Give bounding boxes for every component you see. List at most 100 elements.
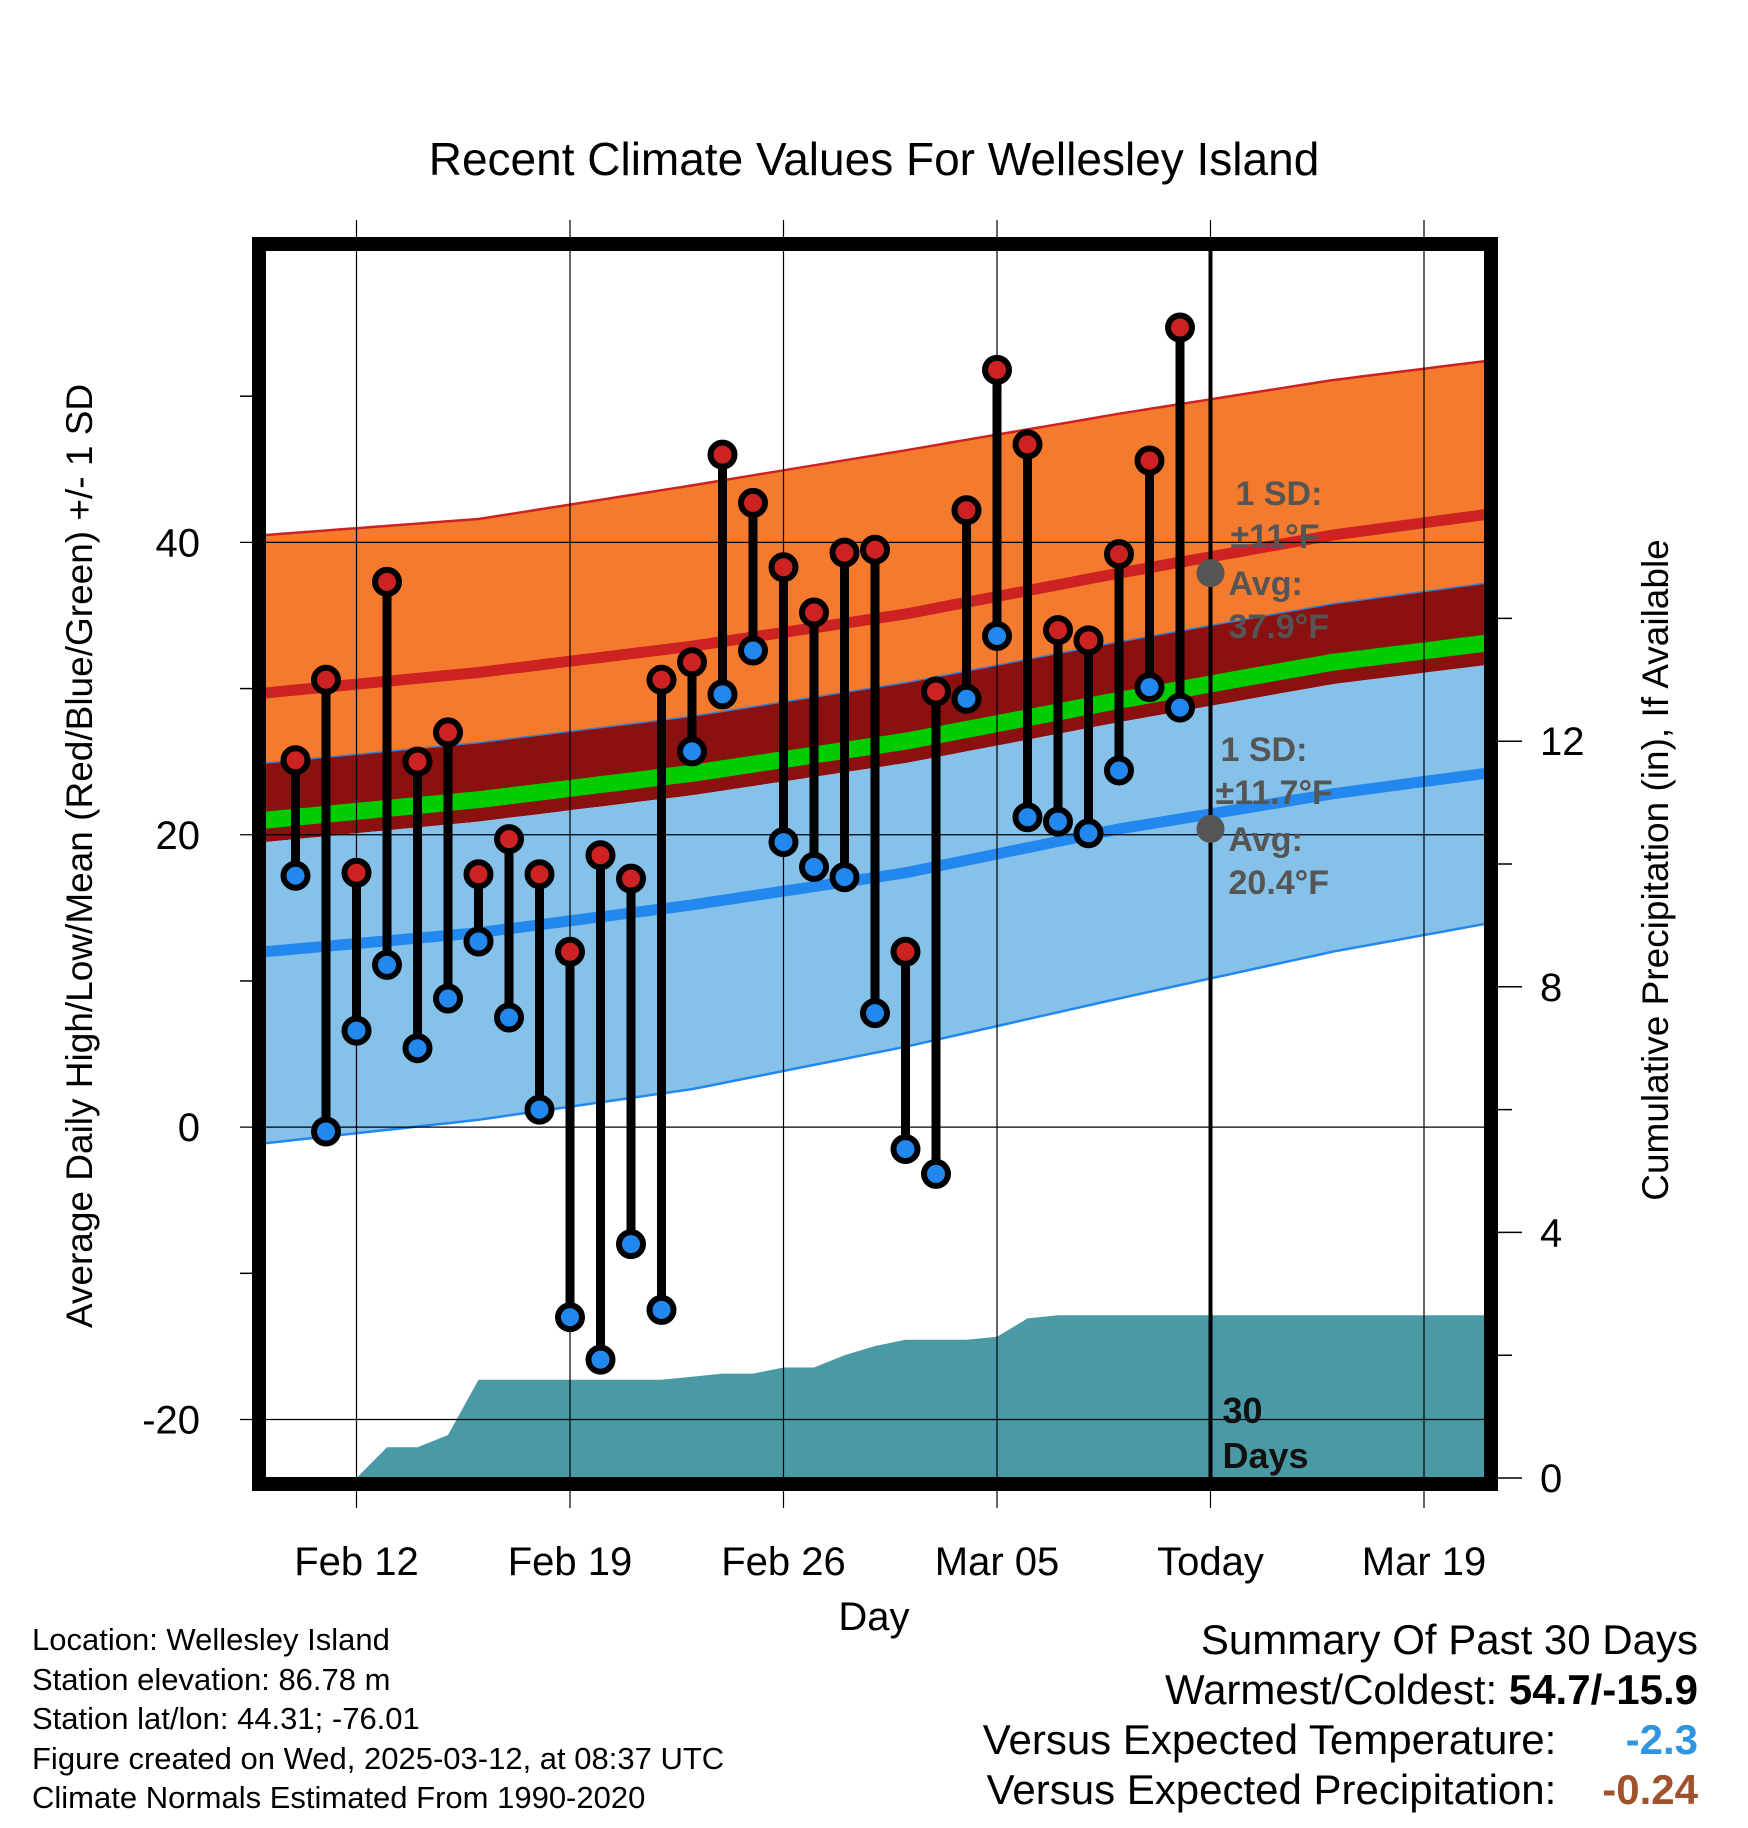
- high-point: [372, 566, 402, 597]
- low-point: [1165, 692, 1195, 723]
- high-point: [951, 495, 982, 526]
- x-tick-label: Feb 19: [508, 1540, 633, 1584]
- normals-text: Climate Normals Estimated From 1990-2020: [32, 1780, 646, 1815]
- low-avg-marker: [1196, 814, 1225, 843]
- low-point: [768, 827, 799, 858]
- high-point: [463, 859, 494, 890]
- low-point: [921, 1158, 951, 1189]
- x-tick-label: Feb 12: [294, 1540, 419, 1584]
- high-point: [585, 840, 616, 871]
- y-tick-label: 20: [156, 814, 201, 858]
- low-point: [1073, 818, 1104, 849]
- x-tick-label: Mar 19: [1362, 1540, 1487, 1584]
- low-point: [402, 1033, 433, 1064]
- high-upper-edge: [265, 359, 1485, 537]
- y-axis-label: Average Daily High/Low/Mean (Red/Blue/Gr…: [59, 384, 100, 1328]
- high-point: [768, 552, 799, 583]
- low-point: [341, 1015, 372, 1046]
- elevation-text: Station elevation: 86.78 m: [32, 1661, 391, 1697]
- low-point: [738, 635, 768, 666]
- low-point: [494, 1002, 524, 1033]
- low-point: [433, 983, 463, 1014]
- high-point: [311, 664, 341, 695]
- low-point: [890, 1134, 921, 1165]
- y-tick-label: 40: [156, 521, 201, 565]
- low-point: [860, 998, 890, 1029]
- y2-tick-label: 8: [1540, 966, 1562, 1010]
- low-point: [372, 949, 402, 980]
- y-tick-label: -20: [142, 1399, 200, 1443]
- high-point: [1134, 445, 1165, 476]
- x-tick-label: Feb 26: [721, 1540, 846, 1584]
- high-point: [799, 597, 829, 628]
- temp-row: Versus Expected Temperature: -2.3: [983, 1715, 1698, 1765]
- high-point: [1104, 539, 1134, 570]
- days-unit-label: Days: [1223, 1435, 1309, 1476]
- precip-row: Versus Expected Precipitation: -0.24: [983, 1765, 1698, 1815]
- y-tick-label: 0: [178, 1106, 200, 1150]
- location-text: Location: Wellesley Island: [32, 1622, 390, 1657]
- warm-cold-label: Warmest/Coldest:: [1164, 1666, 1498, 1713]
- low-sd-value: ±11.7°F: [1216, 774, 1333, 812]
- temp-value: -2.3: [1625, 1716, 1698, 1763]
- high-point: [402, 746, 433, 777]
- high-point: [829, 537, 860, 568]
- high-point: [433, 717, 463, 748]
- high-point: [1073, 625, 1104, 656]
- station-info: Location: Wellesley Island Station eleva…: [32, 1620, 724, 1818]
- low-point: [799, 851, 829, 882]
- low-point: [707, 679, 738, 710]
- precip-label: Versus Expected Precipitation:: [986, 1766, 1557, 1813]
- y2-tick-label: 0: [1540, 1457, 1562, 1501]
- days-count-label: 30: [1223, 1390, 1263, 1431]
- temp-label: Versus Expected Temperature:: [982, 1716, 1557, 1763]
- high-point: [860, 534, 890, 565]
- low-point: [555, 1302, 585, 1333]
- x-tick-label: Mar 05: [935, 1540, 1060, 1584]
- high-point: [524, 859, 555, 890]
- warm-cold-value: 54.7/-15.9: [1508, 1666, 1698, 1713]
- high-point: [280, 745, 311, 776]
- high-point: [707, 439, 738, 470]
- low-point: [585, 1344, 616, 1375]
- x-axis-label: Day: [838, 1595, 909, 1639]
- low-point: [982, 620, 1012, 651]
- warm-cold-row: Warmest/Coldest: 54.7/-15.9: [983, 1665, 1698, 1715]
- plot-area: 1 SD: ±11°F Avg: 37.9°F 1 SD: ±11.7°F Avg: 20.4…: [142, 220, 1585, 1584]
- y2-tick-label: 12: [1540, 720, 1585, 764]
- low-point: [1012, 802, 1043, 833]
- high-point: [1043, 615, 1073, 646]
- low-point: [951, 683, 982, 714]
- high-avg-label: Avg:: [1229, 565, 1303, 603]
- low-avg-value: 20.4°F: [1229, 864, 1330, 902]
- low-point: [1104, 755, 1134, 786]
- high-sd-label: 1 SD:: [1236, 475, 1323, 513]
- summary-title: Summary Of Past 30 Days: [1200, 1616, 1698, 1663]
- high-point: [646, 664, 677, 695]
- high-point: [494, 824, 524, 855]
- low-point: [311, 1116, 341, 1147]
- latlon-text: Station lat/lon: 44.31; -76.01: [32, 1701, 420, 1736]
- high-avg-value: 37.9°F: [1229, 608, 1330, 646]
- high-point: [1012, 429, 1043, 460]
- high-point: [982, 354, 1012, 385]
- low-point: [524, 1094, 555, 1125]
- high-point: [677, 647, 707, 678]
- high-point: [890, 936, 921, 967]
- precip-value: -0.24: [1602, 1766, 1698, 1813]
- summary-panel: Summary Of Past 30 Days Warmest/Coldest:…: [983, 1615, 1698, 1815]
- low-point: [829, 862, 860, 893]
- low-point: [463, 926, 494, 957]
- created-text: Figure created on Wed, 2025-03-12, at 08…: [32, 1740, 725, 1776]
- low-point: [1043, 806, 1073, 837]
- high-avg-marker: [1196, 559, 1225, 588]
- high-point: [616, 863, 646, 894]
- low-point: [280, 860, 311, 891]
- high-point: [341, 857, 372, 888]
- high-sd-value: ±11°F: [1231, 518, 1320, 556]
- chart-title: Recent Climate Values For Wellesley Isla…: [429, 133, 1320, 185]
- low-point: [616, 1229, 646, 1260]
- high-point: [555, 936, 585, 967]
- low-sd-label: 1 SD:: [1221, 731, 1308, 769]
- high-point: [738, 487, 768, 518]
